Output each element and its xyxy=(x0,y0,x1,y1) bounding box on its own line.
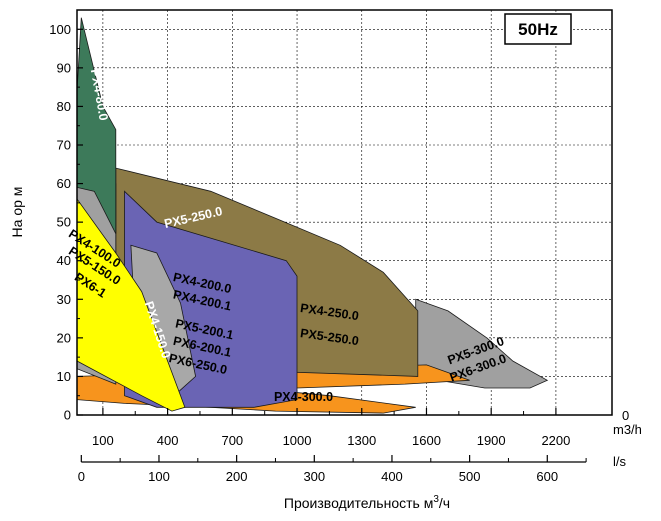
ls-tick-label: 400 xyxy=(381,469,403,484)
ls-tick-label: 500 xyxy=(459,469,481,484)
frequency-badge: 50Hz xyxy=(504,13,572,45)
x-unit-m3h: m3/h xyxy=(613,422,642,437)
y-tick-label: 90 xyxy=(57,60,71,75)
x-tick-label: 400 xyxy=(157,433,179,448)
y-tick-label: 80 xyxy=(57,99,71,114)
frequency-badge-text: 50Hz xyxy=(518,20,558,39)
x-tick-label: 2200 xyxy=(541,433,570,448)
x-axis-end-label: 0 xyxy=(622,408,629,423)
x-tick-label: 700 xyxy=(221,433,243,448)
x-tick-label: 1900 xyxy=(477,433,506,448)
x-axis-title: Производительность м3/ч xyxy=(284,494,450,511)
y-tick-label: 50 xyxy=(57,215,71,230)
ls-tick-label: 0 xyxy=(78,469,85,484)
y-tick-label: 10 xyxy=(57,369,71,384)
x-axis-m3h: 100 400 700 1000 1300 1600 1900 2200 xyxy=(92,408,570,448)
y-tick-label: 100 xyxy=(49,22,71,37)
y-axis-title: На ор м xyxy=(9,187,25,238)
region-px4-80-0 xyxy=(77,17,117,234)
x-axis-ls: 0 100 200 300 400 500 600 xyxy=(78,455,587,484)
y-tick-label: 40 xyxy=(57,253,71,268)
y-tick-label: 0 xyxy=(64,408,71,423)
y-tick-label: 70 xyxy=(57,138,71,153)
y-axis: 0 10 20 30 40 50 60 70 80 90 100 xyxy=(49,9,83,423)
region-px4-100-0 xyxy=(77,198,186,412)
ls-tick-label: 300 xyxy=(303,469,325,484)
ls-tick-label: 600 xyxy=(536,469,558,484)
regions-layer xyxy=(77,17,549,414)
x-tick-label: 1000 xyxy=(283,433,312,448)
ls-tick-label: 100 xyxy=(148,469,170,484)
ls-tick-label: 200 xyxy=(226,469,248,484)
region-label: PX4-300.0 xyxy=(274,390,333,404)
x-unit-ls: l/s xyxy=(613,454,627,469)
y-tick-label: 20 xyxy=(57,330,71,345)
x-tick-label: 1300 xyxy=(347,433,376,448)
y-tick-label: 30 xyxy=(57,292,71,307)
x-tick-label: 100 xyxy=(92,433,114,448)
plot-frame xyxy=(76,9,613,416)
x-tick-label: 1600 xyxy=(412,433,441,448)
y-tick-label: 60 xyxy=(57,176,71,191)
